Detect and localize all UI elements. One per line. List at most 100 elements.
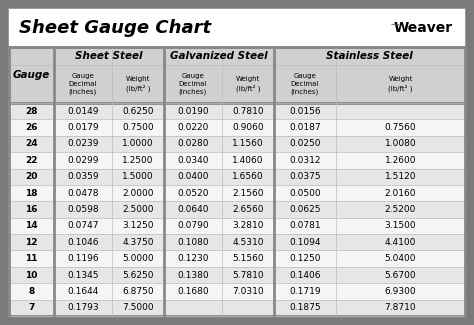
Text: 5.6250: 5.6250 [122, 270, 154, 280]
Text: 2.5200: 2.5200 [385, 205, 416, 214]
Text: 3.1250: 3.1250 [122, 221, 154, 230]
Text: 0.0190: 0.0190 [177, 107, 209, 116]
Text: 0.0340: 0.0340 [177, 156, 209, 165]
Text: 0.0239: 0.0239 [67, 139, 99, 149]
Text: 1.1560: 1.1560 [232, 139, 264, 149]
Text: 0.0781: 0.0781 [289, 221, 321, 230]
Text: Galvanized Steel: Galvanized Steel [170, 51, 268, 61]
Text: 5.0000: 5.0000 [122, 254, 154, 263]
Text: 7.0310: 7.0310 [232, 287, 264, 296]
Text: Gauge
Decimal
(inches): Gauge Decimal (inches) [69, 73, 97, 95]
Text: 2.0000: 2.0000 [122, 188, 154, 198]
Text: 6.8750: 6.8750 [122, 287, 154, 296]
Text: 5.0400: 5.0400 [385, 254, 416, 263]
Text: 0.0250: 0.0250 [289, 139, 321, 149]
FancyBboxPatch shape [9, 267, 465, 283]
FancyBboxPatch shape [9, 185, 465, 201]
Text: 0.0179: 0.0179 [67, 123, 99, 132]
Text: 0.1406: 0.1406 [289, 270, 321, 280]
FancyBboxPatch shape [9, 9, 465, 316]
Text: Gauge
Decimal
(inches): Gauge Decimal (inches) [291, 73, 319, 95]
Text: 0.0520: 0.0520 [177, 188, 209, 198]
Text: 26: 26 [25, 123, 38, 132]
FancyBboxPatch shape [9, 169, 465, 185]
Text: 1.6560: 1.6560 [232, 172, 264, 181]
FancyBboxPatch shape [9, 136, 465, 152]
Text: 0.1793: 0.1793 [67, 303, 99, 312]
FancyBboxPatch shape [9, 283, 465, 300]
Text: 22: 22 [25, 156, 38, 165]
Text: 24: 24 [25, 139, 38, 149]
Text: 0.1345: 0.1345 [67, 270, 99, 280]
Text: 18: 18 [25, 188, 38, 198]
Text: 1.0080: 1.0080 [385, 139, 416, 149]
Text: 1.0000: 1.0000 [122, 139, 154, 149]
Text: 0.0790: 0.0790 [177, 221, 209, 230]
Text: 16: 16 [25, 205, 38, 214]
FancyBboxPatch shape [9, 119, 465, 136]
Text: 0.0625: 0.0625 [289, 205, 321, 214]
Text: 7: 7 [28, 303, 35, 312]
FancyBboxPatch shape [9, 201, 465, 218]
Text: 1.5120: 1.5120 [385, 172, 416, 181]
Text: 2.5000: 2.5000 [122, 205, 154, 214]
FancyBboxPatch shape [9, 300, 465, 316]
Text: 0.0156: 0.0156 [289, 107, 321, 116]
Text: 11: 11 [25, 254, 38, 263]
Text: Sheet Steel: Sheet Steel [75, 51, 143, 61]
Text: Weaver: Weaver [394, 21, 453, 35]
Text: 1.4060: 1.4060 [232, 156, 264, 165]
Text: 0.0500: 0.0500 [289, 188, 321, 198]
Text: 0.1046: 0.1046 [67, 238, 99, 247]
Text: Gauge
Decimal
(inches): Gauge Decimal (inches) [179, 73, 207, 95]
Text: 1.5000: 1.5000 [122, 172, 154, 181]
Text: 0.0478: 0.0478 [67, 188, 99, 198]
Text: 0.0375: 0.0375 [289, 172, 321, 181]
Text: Gauge: Gauge [13, 70, 50, 80]
Text: 0.0640: 0.0640 [177, 205, 209, 214]
Text: 0.1196: 0.1196 [67, 254, 99, 263]
Text: 4.4100: 4.4100 [385, 238, 416, 247]
Text: 0.1094: 0.1094 [289, 238, 321, 247]
Text: 2.0160: 2.0160 [385, 188, 416, 198]
Text: Weight
(lb/ft² ): Weight (lb/ft² ) [236, 76, 260, 92]
Text: 0.1380: 0.1380 [177, 270, 209, 280]
Text: 0.0280: 0.0280 [177, 139, 209, 149]
Text: 28: 28 [25, 107, 38, 116]
Text: 0.1875: 0.1875 [289, 303, 321, 312]
Text: 14: 14 [25, 221, 38, 230]
FancyBboxPatch shape [9, 251, 465, 267]
Text: 0.9060: 0.9060 [232, 123, 264, 132]
Text: 7.8710: 7.8710 [385, 303, 416, 312]
Text: 0.1719: 0.1719 [289, 287, 321, 296]
FancyBboxPatch shape [9, 152, 465, 169]
Text: 0.6250: 0.6250 [122, 107, 154, 116]
Text: 0.0359: 0.0359 [67, 172, 99, 181]
Text: 0.0149: 0.0149 [67, 107, 99, 116]
Text: 0.1644: 0.1644 [67, 287, 99, 296]
Text: Stainless Steel: Stainless Steel [326, 51, 413, 61]
Text: Weight
(lb/ft² ): Weight (lb/ft² ) [388, 76, 413, 92]
Text: 10: 10 [25, 270, 38, 280]
Text: Sheet Gauge Chart: Sheet Gauge Chart [19, 19, 211, 37]
Text: 12: 12 [25, 238, 38, 247]
Text: 0.0598: 0.0598 [67, 205, 99, 214]
Text: 4.5310: 4.5310 [232, 238, 264, 247]
Text: 2.6560: 2.6560 [232, 205, 264, 214]
Text: 5.7810: 5.7810 [232, 270, 264, 280]
Text: 0.1250: 0.1250 [289, 254, 321, 263]
Text: 0.7560: 0.7560 [385, 123, 416, 132]
Text: 0.7810: 0.7810 [232, 107, 264, 116]
Text: 1.2600: 1.2600 [385, 156, 416, 165]
FancyBboxPatch shape [9, 9, 465, 47]
Text: 2.1560: 2.1560 [232, 188, 264, 198]
Text: 0.1080: 0.1080 [177, 238, 209, 247]
Text: 1.2500: 1.2500 [122, 156, 154, 165]
Text: 8: 8 [28, 287, 35, 296]
Text: 0.0220: 0.0220 [177, 123, 209, 132]
Text: 20: 20 [25, 172, 38, 181]
Text: 0.0299: 0.0299 [67, 156, 99, 165]
Text: 0.0400: 0.0400 [177, 172, 209, 181]
FancyBboxPatch shape [9, 234, 465, 251]
Text: 0.7500: 0.7500 [122, 123, 154, 132]
